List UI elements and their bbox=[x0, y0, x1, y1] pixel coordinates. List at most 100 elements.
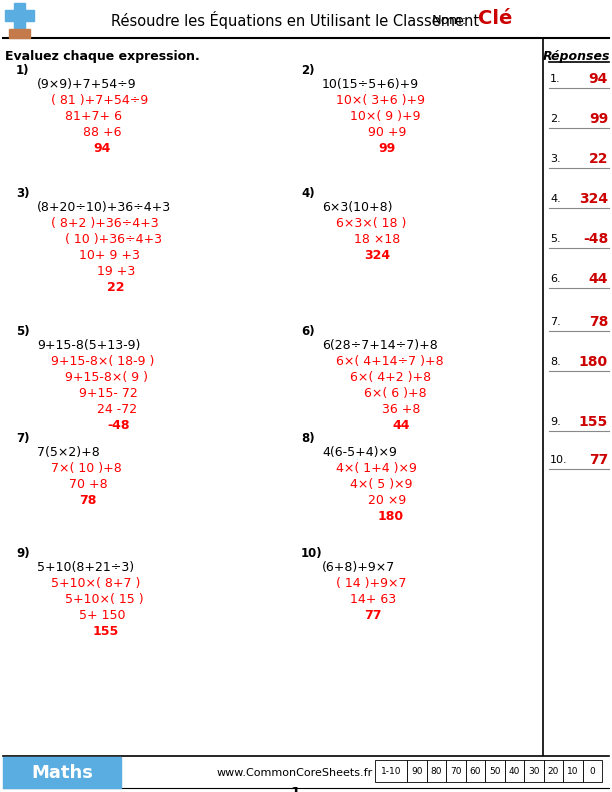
Text: ( 14 )+9×7: ( 14 )+9×7 bbox=[336, 577, 406, 590]
Text: 1): 1) bbox=[16, 64, 29, 77]
Text: 22: 22 bbox=[107, 281, 124, 294]
Text: 7×( 10 )+8: 7×( 10 )+8 bbox=[51, 462, 122, 475]
Text: Nom:: Nom: bbox=[432, 13, 467, 26]
Text: 40: 40 bbox=[509, 767, 520, 775]
Bar bbox=[583, 760, 602, 782]
Text: 6(28÷7+14÷7)+8: 6(28÷7+14÷7)+8 bbox=[322, 339, 438, 352]
Text: 7.: 7. bbox=[550, 317, 561, 327]
Bar bbox=[14, 3, 25, 31]
Text: www.CommonCoreSheets.fr: www.CommonCoreSheets.fr bbox=[217, 768, 373, 778]
Text: 18 ×18: 18 ×18 bbox=[350, 233, 400, 246]
Text: 3): 3) bbox=[16, 187, 29, 200]
Text: 50: 50 bbox=[489, 767, 501, 775]
Text: 20: 20 bbox=[548, 767, 559, 775]
Bar bbox=[446, 760, 466, 782]
Bar bbox=[427, 760, 446, 782]
Text: 90 +9: 90 +9 bbox=[364, 126, 406, 139]
Text: 5+10×( 15 ): 5+10×( 15 ) bbox=[65, 593, 144, 606]
Bar bbox=[9, 29, 30, 38]
Text: 14+ 63: 14+ 63 bbox=[350, 593, 396, 606]
Text: 6.: 6. bbox=[550, 274, 561, 284]
Text: 9+15- 72: 9+15- 72 bbox=[79, 387, 138, 400]
Bar bbox=[407, 760, 427, 782]
Text: 180: 180 bbox=[579, 355, 608, 369]
Text: 70: 70 bbox=[450, 767, 461, 775]
Text: 2): 2) bbox=[301, 64, 315, 77]
Bar bbox=[524, 760, 543, 782]
Text: 10+ 9 +3: 10+ 9 +3 bbox=[79, 249, 140, 262]
Text: 8.: 8. bbox=[550, 357, 561, 367]
Bar bbox=[5, 10, 34, 21]
Text: 10: 10 bbox=[567, 767, 578, 775]
Text: (9×9)+7+54÷9: (9×9)+7+54÷9 bbox=[37, 78, 136, 91]
Text: 44: 44 bbox=[589, 272, 608, 286]
Text: 5+10(8+21÷3): 5+10(8+21÷3) bbox=[37, 561, 134, 574]
Text: 81+7+ 6: 81+7+ 6 bbox=[65, 110, 122, 123]
Text: Maths: Maths bbox=[31, 764, 93, 782]
Text: -48: -48 bbox=[583, 232, 608, 246]
Text: (8+20÷10)+36÷4+3: (8+20÷10)+36÷4+3 bbox=[37, 201, 171, 214]
Text: 7): 7) bbox=[16, 432, 29, 445]
Text: 3.: 3. bbox=[550, 154, 561, 164]
Text: 9+15-8×( 9 ): 9+15-8×( 9 ) bbox=[65, 371, 148, 384]
Bar bbox=[485, 760, 504, 782]
Bar bbox=[466, 760, 485, 782]
Bar bbox=[563, 760, 583, 782]
Text: 24 -72: 24 -72 bbox=[93, 403, 137, 416]
Text: 10.: 10. bbox=[550, 455, 567, 465]
Text: (6+8)+9×7: (6+8)+9×7 bbox=[322, 561, 395, 574]
Text: -48: -48 bbox=[107, 419, 130, 432]
Text: ( 8+2 )+36÷4+3: ( 8+2 )+36÷4+3 bbox=[51, 217, 159, 230]
Text: 6): 6) bbox=[301, 325, 315, 338]
Text: 44: 44 bbox=[392, 419, 409, 432]
Text: 7(5×2)+8: 7(5×2)+8 bbox=[37, 446, 100, 459]
Text: Evaluez chaque expression.: Evaluez chaque expression. bbox=[5, 50, 200, 63]
Text: 9): 9) bbox=[16, 547, 29, 560]
Text: 19 +3: 19 +3 bbox=[93, 265, 135, 278]
Text: 80: 80 bbox=[430, 767, 442, 775]
Text: 10×( 9 )+9: 10×( 9 )+9 bbox=[350, 110, 420, 123]
Text: 324: 324 bbox=[579, 192, 608, 206]
Text: 324: 324 bbox=[364, 249, 390, 262]
Text: ( 81 )+7+54÷9: ( 81 )+7+54÷9 bbox=[51, 94, 148, 107]
Text: 5.: 5. bbox=[550, 234, 561, 244]
Bar bbox=[375, 760, 407, 782]
Text: 30: 30 bbox=[528, 767, 540, 775]
Text: 77: 77 bbox=[364, 609, 381, 622]
Text: 20 ×9: 20 ×9 bbox=[364, 494, 406, 507]
Text: 4×( 5 )×9: 4×( 5 )×9 bbox=[350, 478, 412, 491]
Text: 88 +6: 88 +6 bbox=[79, 126, 122, 139]
Text: 9+15-8×( 18-9 ): 9+15-8×( 18-9 ) bbox=[51, 355, 154, 368]
Text: 99: 99 bbox=[589, 112, 608, 126]
Text: 180: 180 bbox=[378, 510, 404, 523]
Text: 4(6-5+4)×9: 4(6-5+4)×9 bbox=[322, 446, 397, 459]
Text: 5+10×( 8+7 ): 5+10×( 8+7 ) bbox=[51, 577, 140, 590]
Text: Réponses: Réponses bbox=[542, 50, 610, 63]
Text: 0: 0 bbox=[589, 767, 595, 775]
Text: 5+ 150: 5+ 150 bbox=[79, 609, 125, 622]
Text: 6×( 4+2 )+8: 6×( 4+2 )+8 bbox=[350, 371, 431, 384]
Text: 99: 99 bbox=[378, 142, 395, 155]
Text: 4): 4) bbox=[301, 187, 315, 200]
Text: 1.: 1. bbox=[550, 74, 561, 84]
Text: 9.: 9. bbox=[550, 417, 561, 427]
Text: 9+15-8(5+13-9): 9+15-8(5+13-9) bbox=[37, 339, 140, 352]
Text: 2.: 2. bbox=[550, 114, 561, 124]
Text: 60: 60 bbox=[469, 767, 481, 775]
Text: 4×( 1+4 )×9: 4×( 1+4 )×9 bbox=[336, 462, 417, 475]
Text: 6×3×( 18 ): 6×3×( 18 ) bbox=[336, 217, 406, 230]
Text: 5): 5) bbox=[16, 325, 29, 338]
Text: 94: 94 bbox=[93, 142, 110, 155]
Text: 1-10: 1-10 bbox=[381, 767, 401, 775]
Text: 10): 10) bbox=[301, 547, 323, 560]
Text: 155: 155 bbox=[93, 625, 119, 638]
Text: 6×3(10+8): 6×3(10+8) bbox=[322, 201, 392, 214]
Text: 77: 77 bbox=[589, 453, 608, 467]
Text: 1: 1 bbox=[290, 786, 300, 792]
Text: 155: 155 bbox=[579, 415, 608, 429]
Text: 8): 8) bbox=[301, 432, 315, 445]
Text: 6×( 6 )+8: 6×( 6 )+8 bbox=[364, 387, 427, 400]
Text: 90: 90 bbox=[411, 767, 422, 775]
Text: 78: 78 bbox=[79, 494, 96, 507]
Text: 94: 94 bbox=[589, 72, 608, 86]
